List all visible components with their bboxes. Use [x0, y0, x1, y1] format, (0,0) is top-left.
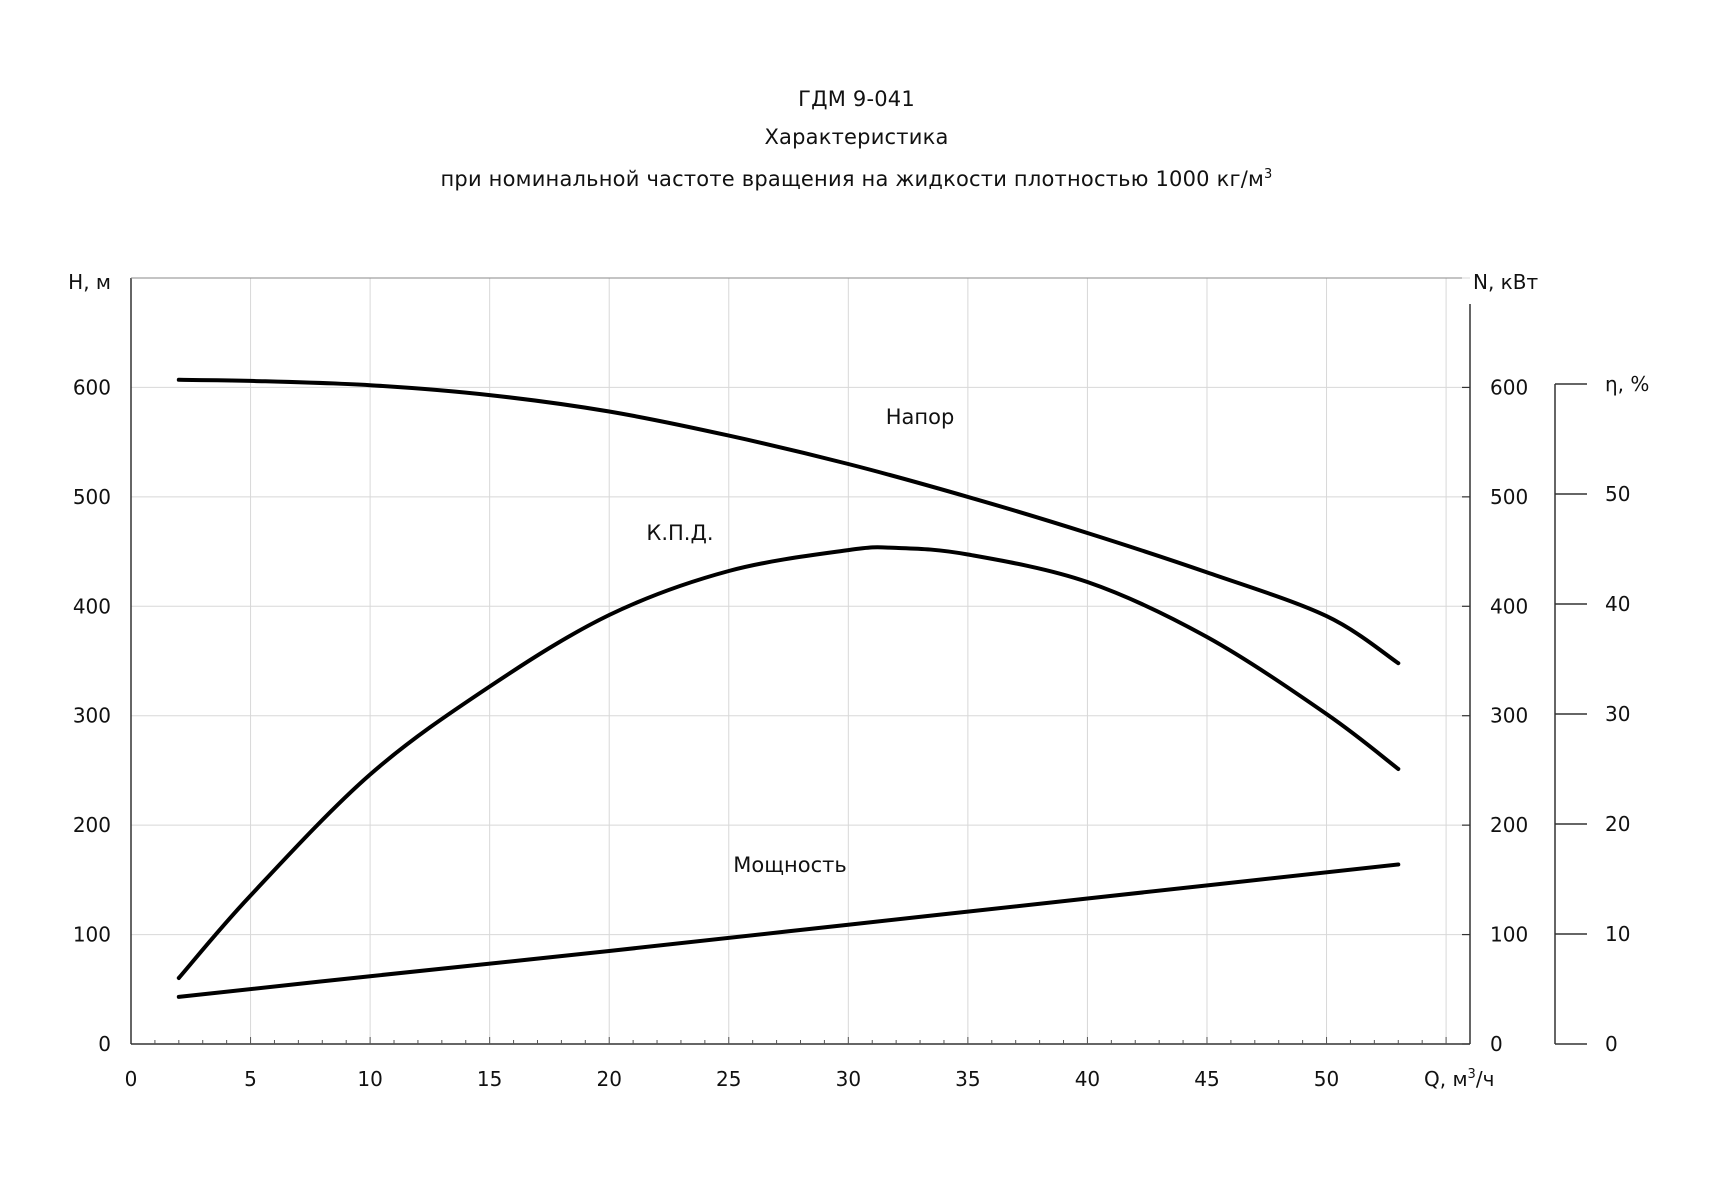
x-tick-label: 10 — [357, 1067, 382, 1091]
x-tick-label: 25 — [716, 1067, 741, 1091]
eff-axis-label: η, % — [1605, 372, 1649, 396]
chart-subtitle-2: при номинальной частоте вращения на жидк… — [0, 156, 1713, 198]
x-tick-label: 40 — [1075, 1067, 1100, 1091]
eff-tick-label: 20 — [1605, 812, 1630, 836]
series-label-0: Напор — [886, 405, 955, 429]
axes: 0 5 10 15 20 25 30 35 40 45 50 Q, м3/ч0100200300400… — [68, 270, 1649, 1091]
y-left-tick-label: 200 — [73, 813, 111, 837]
x-tick-label: 30 — [836, 1067, 861, 1091]
y-left-tick-label: 400 — [73, 594, 111, 618]
chart-subtitle-1: Характеристика — [764, 125, 949, 149]
series-line-2 — [176, 862, 1401, 999]
chart-subtitle-2-text: при номинальной частоте вращения на жидк… — [440, 167, 1265, 191]
x-axis-label-sup: 3 — [1468, 1067, 1476, 1082]
chart-title-block: ГДМ 9-041 Характеристика при номинальной… — [0, 80, 1713, 198]
eff-tick-label: 0 — [1605, 1032, 1618, 1056]
x-axis-label: Q, м3/ч — [1424, 1067, 1494, 1091]
eff-tick-label: 40 — [1605, 592, 1630, 616]
y-left-axis-label: Н, м — [68, 270, 111, 294]
y-right-tick-label: 600 — [1490, 375, 1528, 399]
y-left-tick-label: 100 — [73, 923, 111, 947]
y-left-tick-label: 600 — [73, 375, 111, 399]
grid — [131, 277, 1470, 1044]
series-line-0 — [176, 377, 1401, 666]
x-tick-label: 5 — [244, 1067, 257, 1091]
y-right-axis-label: N, кВт — [1473, 270, 1538, 294]
y-left-tick-label: 500 — [73, 485, 111, 509]
chart-subtitle-2-sup: 3 — [1264, 167, 1273, 182]
y-right-tick-label: 0 — [1490, 1032, 1503, 1056]
x-tick-label: 50 — [1314, 1067, 1339, 1091]
x-tick-label: 45 — [1194, 1067, 1219, 1091]
y-right-tick-label: 200 — [1490, 813, 1528, 837]
eff-tick-label: 50 — [1605, 482, 1630, 506]
x-tick-label: 15 — [477, 1067, 502, 1091]
y-right-tick-label: 400 — [1490, 594, 1528, 618]
x-tick-label: 20 — [596, 1067, 621, 1091]
labels-layer: Напор К.П.Д. Мощность — [646, 405, 954, 877]
x-axis-label-suffix: /ч — [1476, 1067, 1495, 1091]
chart-title: ГДМ 9-041 — [798, 87, 915, 111]
series-label-1: К.П.Д. — [646, 521, 713, 545]
x-tick-label: 0 — [125, 1067, 138, 1091]
series-layer — [176, 377, 1401, 999]
series-line-1 — [176, 545, 1401, 980]
y-right-tick-label: 100 — [1490, 923, 1528, 947]
y-right-tick-label: 500 — [1490, 485, 1528, 509]
y-left-tick-label: 300 — [73, 704, 111, 728]
x-tick-label: 35 — [955, 1067, 980, 1091]
eff-tick-label: 30 — [1605, 702, 1630, 726]
y-left-tick-label: 0 — [98, 1032, 111, 1056]
series-label-2: Мощность — [733, 853, 846, 877]
eff-tick-label: 10 — [1605, 922, 1630, 946]
y-right-tick-label: 300 — [1490, 704, 1528, 728]
